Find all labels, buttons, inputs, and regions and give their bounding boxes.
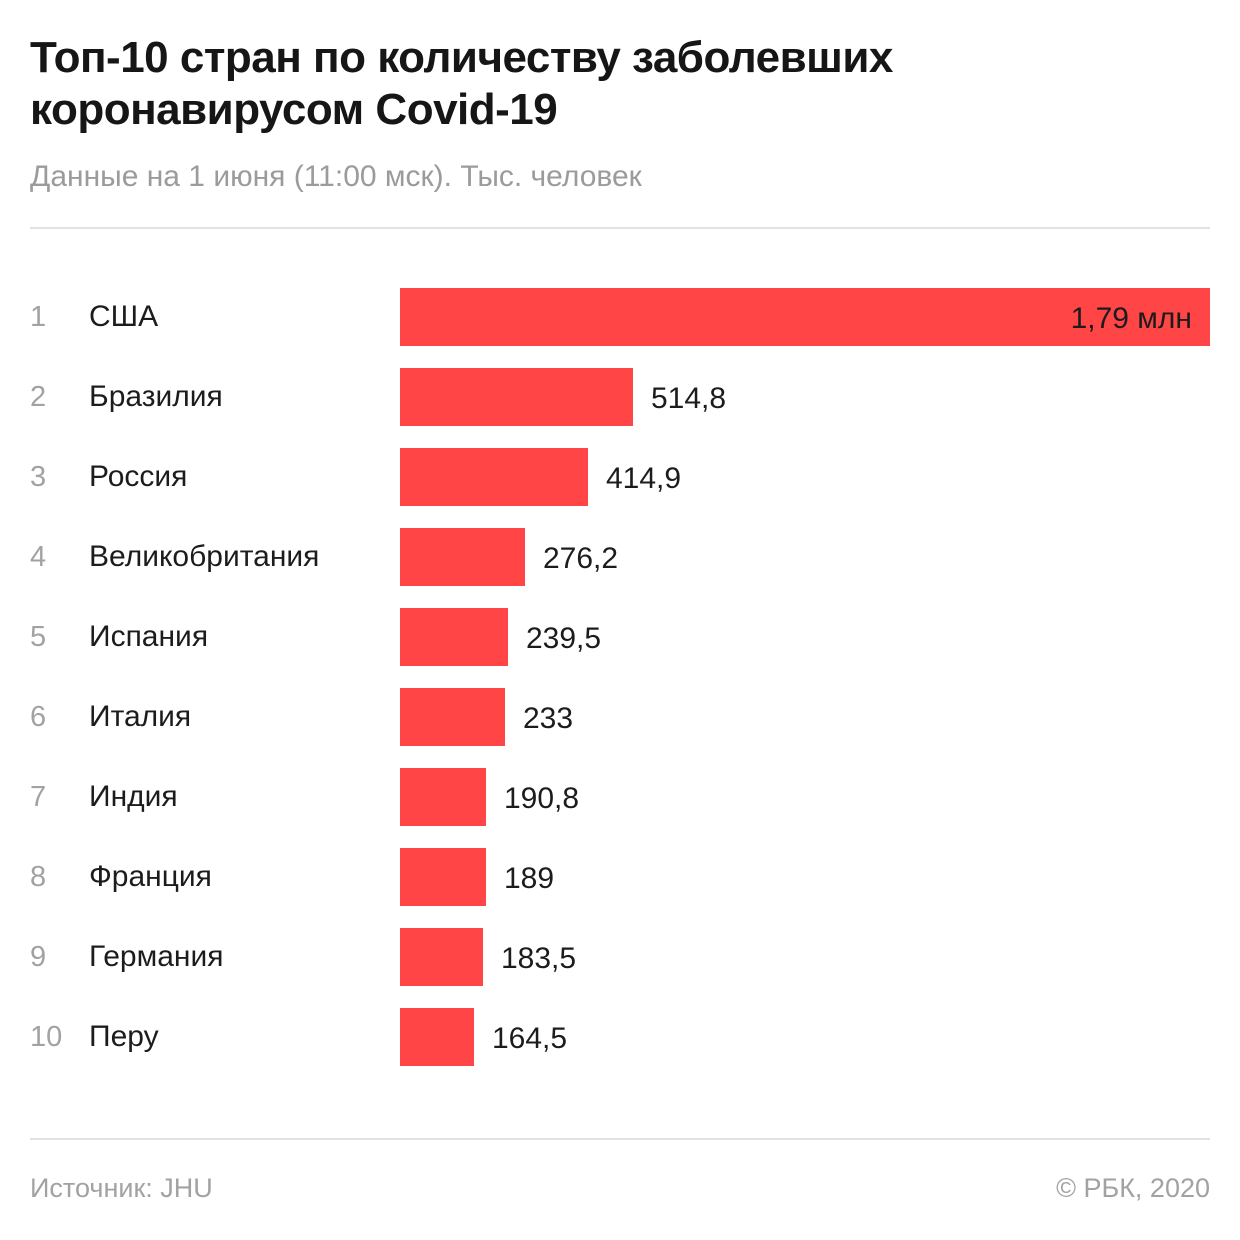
value-label: 1,79 млн [1070, 302, 1192, 335]
bar [400, 528, 525, 586]
bar-row: 6 Италия 233 [0, 688, 1240, 746]
bar-row: 1 США 1,79 млн [0, 288, 1240, 346]
country-label: Перу [89, 1020, 159, 1053]
value-label: 276,2 [543, 542, 619, 575]
bar-row: 5 Испания 239,5 [0, 608, 1240, 666]
bar [400, 768, 486, 826]
rank-label: 3 [30, 461, 47, 493]
top-divider [30, 227, 1210, 229]
bottom-divider [30, 1138, 1210, 1140]
bar [400, 688, 505, 746]
bar-row: 4 Великобритания 276,2 [0, 528, 1240, 586]
bar-row: 3 Россия 414,9 [0, 448, 1240, 506]
value-label: 183,5 [501, 942, 577, 975]
bar-row: 7 Индия 190,8 [0, 768, 1240, 826]
bar-row: 9 Германия 183,5 [0, 928, 1240, 986]
value-label: 189 [504, 862, 555, 895]
rank-label: 5 [30, 621, 47, 653]
bar [400, 448, 588, 506]
country-label: Индия [89, 780, 178, 813]
copyright-label: © РБК, 2020 [1056, 1173, 1210, 1203]
source-label: Источник: JHU [30, 1173, 213, 1203]
bar [400, 1008, 474, 1066]
bar [400, 608, 508, 666]
value-label: 239,5 [526, 622, 602, 655]
bar [400, 928, 483, 986]
bar [400, 848, 486, 906]
country-label: Франция [89, 860, 212, 893]
country-label: Германия [89, 940, 224, 973]
value-label: 233 [523, 702, 574, 735]
country-label: Великобритания [89, 540, 320, 573]
country-label: Испания [89, 620, 209, 653]
country-label: США [89, 300, 159, 333]
chart-subtitle: Данные на 1 июня (11:00 мск). Тыс. челов… [30, 160, 642, 193]
value-label: 190,8 [504, 782, 580, 815]
value-label: 414,9 [606, 462, 682, 495]
country-label: Бразилия [89, 380, 223, 413]
rank-label: 6 [30, 701, 47, 733]
bar-row: 2 Бразилия 514,8 [0, 368, 1240, 426]
country-label: Россия [89, 460, 188, 493]
rank-label: 9 [30, 941, 47, 973]
rank-label: 1 [30, 301, 47, 333]
bar-row: 8 Франция 189 [0, 848, 1240, 906]
bar-chart: 1 США 1,79 млн 2 Бразилия 514,8 3 Россия 414,9 4 В… [0, 288, 1240, 1088]
bar [400, 288, 1210, 346]
value-label: 164,5 [492, 1022, 568, 1055]
rank-label: 4 [30, 541, 47, 573]
bar [400, 368, 633, 426]
rank-label: 7 [30, 781, 47, 813]
country-label: Италия [89, 700, 192, 733]
bar-row: 10 Перу 164,5 [0, 1008, 1240, 1066]
value-label: 514,8 [651, 382, 727, 415]
chart-title: Топ-10 стран по количеству заболевших ко… [30, 33, 893, 134]
rank-label: 2 [30, 381, 47, 413]
rank-label: 10 [30, 1021, 63, 1053]
rank-label: 8 [30, 861, 47, 893]
